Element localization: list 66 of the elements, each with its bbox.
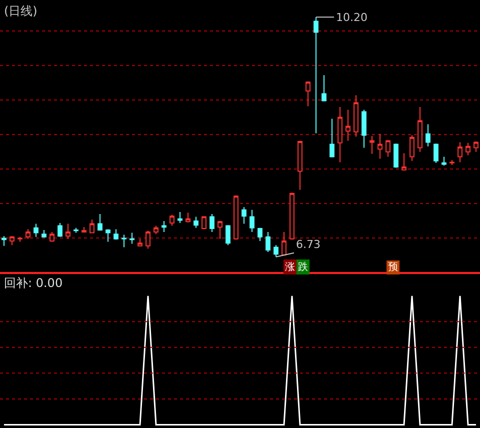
candlestick xyxy=(50,232,54,242)
annotation: 6.73 xyxy=(296,238,320,251)
candlestick xyxy=(186,212,190,223)
candlestick xyxy=(2,236,6,246)
candlestick xyxy=(418,106,422,152)
candlestick xyxy=(194,216,198,228)
chart-title: 回补: 0.00 xyxy=(4,276,63,290)
candlestick xyxy=(162,220,166,233)
candlestick xyxy=(266,232,270,253)
candlestick xyxy=(170,214,174,226)
candlestick xyxy=(234,194,238,240)
candlestick xyxy=(322,74,326,102)
candlestick xyxy=(306,80,310,107)
candlestick xyxy=(226,224,230,246)
candlestick xyxy=(114,228,118,240)
candlestick xyxy=(10,236,14,246)
candlestick xyxy=(394,143,398,168)
candlestick xyxy=(386,140,390,158)
candlestick xyxy=(74,227,78,234)
candlestick xyxy=(242,206,246,224)
candlestick xyxy=(122,234,126,248)
candlestick xyxy=(330,118,334,158)
candlestick xyxy=(402,152,406,172)
text: 涨 xyxy=(285,261,295,273)
candlestick xyxy=(250,209,254,233)
candlestick xyxy=(314,16,318,134)
candlestick xyxy=(138,238,142,248)
candlestick xyxy=(218,220,222,240)
candlestick xyxy=(130,232,134,244)
candlestick xyxy=(466,142,470,156)
candlestick xyxy=(346,109,350,142)
candlestick xyxy=(290,192,294,240)
annotation: 10.20 xyxy=(336,11,368,24)
candlestick xyxy=(146,230,150,250)
candlestick xyxy=(154,225,158,235)
candlestick xyxy=(210,214,214,233)
candlestick xyxy=(258,227,262,242)
candlestick xyxy=(18,236,22,242)
candlestick xyxy=(354,94,358,138)
candlestick xyxy=(34,223,38,238)
candlestick xyxy=(98,214,102,232)
candlestick xyxy=(370,135,374,154)
candlestick xyxy=(378,133,382,160)
candlestick xyxy=(26,228,30,240)
candlestick xyxy=(410,134,414,162)
candlestick xyxy=(106,228,110,242)
candlestick xyxy=(82,226,86,233)
chart-title: (日线) xyxy=(4,4,38,18)
candlestick xyxy=(458,142,462,163)
candlestick xyxy=(58,222,62,238)
candlestick xyxy=(42,229,46,238)
candlestick xyxy=(90,219,94,234)
candlestick xyxy=(450,160,454,166)
candlestick xyxy=(442,156,446,166)
candlestick xyxy=(202,216,206,230)
candlestick xyxy=(426,124,430,147)
candlestick xyxy=(178,211,182,224)
candlestick xyxy=(362,109,366,148)
candlestick xyxy=(298,140,302,190)
candlestick xyxy=(434,143,438,164)
candlestick xyxy=(338,106,342,163)
text: 预 xyxy=(388,262,398,273)
text: 跌 xyxy=(298,261,308,273)
candlestick xyxy=(274,244,278,258)
candlestick xyxy=(282,232,286,256)
candlestick xyxy=(66,223,70,240)
